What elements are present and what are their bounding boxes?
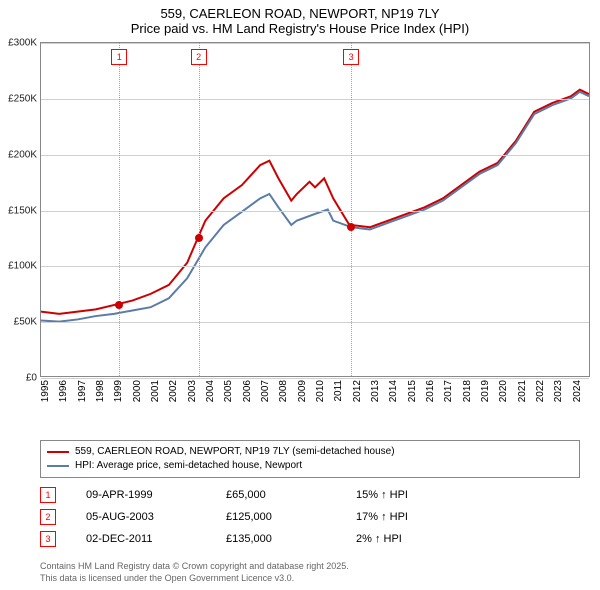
x-axis-label: 2007 <box>260 380 271 402</box>
x-axis-label: 2014 <box>388 380 399 402</box>
transactions-table: 1 09-APR-1999 £65,000 15% ↑ HPI 2 05-AUG-2003… <box>40 484 456 550</box>
grid-line <box>41 322 589 323</box>
x-axis-label: 2011 <box>333 380 344 402</box>
transaction-date: 09-APR-1999 <box>86 489 196 501</box>
grid-line <box>41 43 589 44</box>
x-axis-label: 2004 <box>205 380 216 402</box>
x-axis-label: 1997 <box>77 380 88 402</box>
x-axis-label: 2019 <box>480 380 491 402</box>
transaction-price: £65,000 <box>226 489 326 501</box>
y-axis-label: £0 <box>1 373 37 384</box>
x-axis-label: 2006 <box>242 380 253 402</box>
grid-line <box>41 211 589 212</box>
price-chart-frame: 559, CAERLEON ROAD, NEWPORT, NP19 7LY Pr… <box>0 0 600 590</box>
grid-line <box>41 266 589 267</box>
marker-dot <box>347 223 355 231</box>
footer-line2: This data is licensed under the Open Gov… <box>40 572 349 584</box>
x-axis-label: 2020 <box>498 380 509 402</box>
x-axis-label: 1995 <box>40 380 51 402</box>
transaction-pct: 2% ↑ HPI <box>356 533 456 545</box>
marker-number: 1 <box>111 49 127 65</box>
grid-line <box>41 155 589 156</box>
legend-label: HPI: Average price, semi-detached house,… <box>75 459 302 473</box>
grid-line <box>41 378 589 379</box>
line-chart: £0£50K£100K£150K£200K£250K£300K123 <box>40 42 590 377</box>
series-line <box>41 90 589 314</box>
x-axis-label: 2017 <box>443 380 454 402</box>
y-axis-label: £250K <box>1 93 37 104</box>
y-axis-label: £300K <box>1 38 37 49</box>
legend-label: 559, CAERLEON ROAD, NEWPORT, NP19 7LY (s… <box>75 445 395 459</box>
marker-number: 3 <box>343 49 359 65</box>
x-axis-label: 2013 <box>370 380 381 402</box>
y-axis-label: £200K <box>1 149 37 160</box>
transaction-row: 3 02-DEC-2011 £135,000 2% ↑ HPI <box>40 528 456 550</box>
x-axis-label: 1998 <box>95 380 106 402</box>
grid-line <box>41 99 589 100</box>
x-axis-label: 2000 <box>132 380 143 402</box>
legend-swatch <box>47 451 69 453</box>
transaction-number: 1 <box>40 487 56 503</box>
marker-line <box>351 43 352 376</box>
x-axis-label: 2012 <box>352 380 363 402</box>
marker-line <box>199 43 200 376</box>
footer-attribution: Contains HM Land Registry data © Crown c… <box>40 560 349 584</box>
x-axis-label: 2024 <box>572 380 583 402</box>
x-axis-labels: 1995 1996 1997 1998 1999 2000 2001 2002 2003 2004… <box>40 380 590 440</box>
legend: 559, CAERLEON ROAD, NEWPORT, NP19 7LY (s… <box>40 440 580 478</box>
title-subtitle: Price paid vs. HM Land Registry's House … <box>0 21 600 36</box>
x-axis-label: 2009 <box>297 380 308 402</box>
x-axis-label: 2018 <box>462 380 473 402</box>
legend-row: 559, CAERLEON ROAD, NEWPORT, NP19 7LY (s… <box>47 445 573 459</box>
transaction-number: 3 <box>40 531 56 547</box>
x-axis-label: 2016 <box>425 380 436 402</box>
transaction-pct: 17% ↑ HPI <box>356 511 456 523</box>
marker-dot <box>115 301 123 309</box>
x-axis-label: 2003 <box>187 380 198 402</box>
x-axis-label: 2021 <box>517 380 528 402</box>
x-axis-label: 2022 <box>535 380 546 402</box>
transaction-row: 2 05-AUG-2003 £125,000 17% ↑ HPI <box>40 506 456 528</box>
transaction-date: 05-AUG-2003 <box>86 511 196 523</box>
x-axis-label: 2001 <box>150 380 161 402</box>
transaction-pct: 15% ↑ HPI <box>356 489 456 501</box>
x-axis-label: 2002 <box>168 380 179 402</box>
marker-line <box>119 43 120 376</box>
transaction-number: 2 <box>40 509 56 525</box>
legend-row: HPI: Average price, semi-detached house,… <box>47 459 573 473</box>
x-axis-label: 2023 <box>553 380 564 402</box>
x-axis-label: 2008 <box>278 380 289 402</box>
transaction-price: £135,000 <box>226 533 326 545</box>
footer-line1: Contains HM Land Registry data © Crown c… <box>40 560 349 572</box>
x-axis-label: 1999 <box>113 380 124 402</box>
y-axis-label: £100K <box>1 261 37 272</box>
x-axis-label: 2005 <box>223 380 234 402</box>
legend-swatch <box>47 465 69 467</box>
marker-dot <box>195 234 203 242</box>
title-address: 559, CAERLEON ROAD, NEWPORT, NP19 7LY <box>0 6 600 21</box>
x-axis-label: 1996 <box>58 380 69 402</box>
transaction-price: £125,000 <box>226 511 326 523</box>
transaction-row: 1 09-APR-1999 £65,000 15% ↑ HPI <box>40 484 456 506</box>
y-axis-label: £150K <box>1 205 37 216</box>
x-axis-label: 2010 <box>315 380 326 402</box>
x-axis-label: 2015 <box>407 380 418 402</box>
chart-svg <box>41 43 589 376</box>
y-axis-label: £50K <box>1 317 37 328</box>
transaction-date: 02-DEC-2011 <box>86 533 196 545</box>
title-block: 559, CAERLEON ROAD, NEWPORT, NP19 7LY Pr… <box>0 0 600 40</box>
series-line <box>41 92 589 322</box>
marker-number: 2 <box>191 49 207 65</box>
